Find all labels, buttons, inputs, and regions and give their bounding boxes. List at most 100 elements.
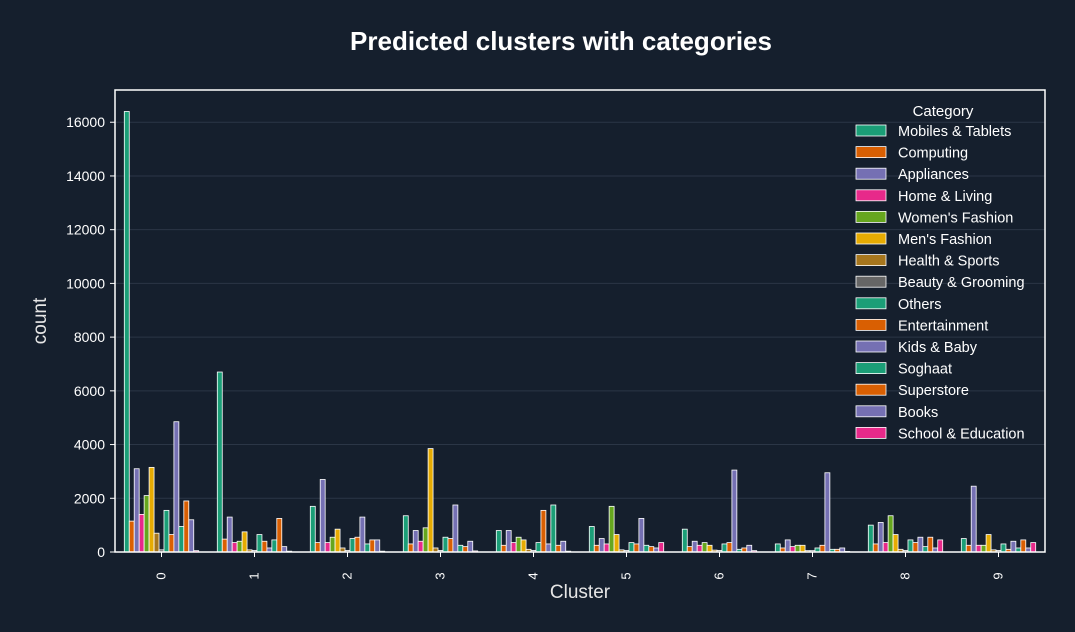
legend-swatch	[855, 232, 887, 245]
bar	[412, 530, 419, 553]
bar	[123, 111, 130, 553]
x-tick-label: 8	[898, 572, 913, 579]
plot-frame	[114, 89, 1046, 553]
bar	[369, 539, 376, 553]
bar	[789, 546, 796, 553]
x-tick-label: 4	[526, 572, 541, 579]
bar	[1020, 539, 1027, 553]
bar	[520, 539, 527, 553]
bar	[643, 544, 650, 553]
legend-entry: Health & Sports	[898, 254, 1000, 270]
bar	[417, 540, 424, 553]
bar	[148, 466, 155, 553]
legend-entry: Entertainment	[898, 318, 988, 334]
legend-entry: Books	[898, 405, 938, 421]
legend-swatch	[855, 297, 887, 310]
bar	[535, 542, 542, 553]
bar	[188, 519, 195, 553]
y-tick-label: 10000	[66, 275, 105, 291]
bar	[276, 518, 283, 553]
bar	[359, 516, 366, 553]
bar	[231, 542, 238, 553]
bar	[912, 542, 919, 553]
bar	[314, 542, 321, 553]
bar	[965, 544, 972, 553]
bar	[555, 544, 562, 553]
bar	[510, 542, 517, 553]
bar	[731, 469, 738, 553]
y-tick-label: 14000	[66, 168, 105, 184]
bar	[887, 515, 894, 553]
x-tick-label: 7	[805, 572, 820, 579]
bar	[638, 518, 645, 553]
bar	[540, 509, 547, 553]
legend-swatch	[855, 362, 887, 375]
bar	[133, 468, 140, 553]
y-tick-label: 8000	[74, 329, 105, 345]
bar	[608, 505, 615, 553]
bar	[970, 485, 977, 553]
bar	[985, 534, 992, 553]
bar	[588, 526, 595, 553]
bar	[545, 543, 552, 553]
bar	[892, 534, 899, 553]
legend-swatch	[855, 340, 887, 353]
bar	[402, 515, 409, 553]
bar	[613, 534, 620, 553]
bar	[658, 542, 665, 553]
bar	[427, 448, 434, 553]
bar	[452, 504, 459, 553]
bar	[882, 542, 889, 553]
bar	[349, 538, 356, 553]
bar	[422, 527, 429, 553]
bar	[706, 544, 713, 553]
bar	[334, 528, 341, 553]
bar	[153, 532, 160, 553]
legend-entry: Soghaat	[898, 362, 952, 378]
bar	[241, 531, 248, 553]
bar	[917, 536, 924, 553]
bar	[628, 542, 635, 553]
legend-swatch	[855, 318, 887, 331]
legend-title: Category	[913, 103, 974, 120]
bar	[819, 544, 826, 553]
bar	[256, 534, 263, 553]
legend-swatch	[855, 189, 887, 202]
bar	[281, 546, 288, 553]
bar	[216, 371, 223, 553]
bar	[226, 516, 233, 553]
bar	[701, 542, 708, 553]
y-tick-label: 2000	[74, 490, 105, 506]
bar	[447, 538, 454, 553]
bar	[560, 540, 567, 553]
y-tick-label: 12000	[66, 222, 105, 238]
y-axis-label: count	[30, 297, 51, 344]
y-tick-label: 16000	[66, 114, 105, 130]
bar	[686, 546, 693, 553]
y-tick-label: 0	[97, 544, 105, 560]
legend-swatch	[855, 426, 887, 439]
bar	[462, 546, 469, 553]
bar	[867, 524, 874, 553]
y-tick-label: 6000	[74, 383, 105, 399]
legend-swatch	[855, 383, 887, 396]
bar	[354, 536, 361, 553]
legend-entry: Men's Fashion	[898, 232, 992, 248]
bar	[872, 543, 879, 553]
legend-entry: Home & Living	[898, 189, 992, 205]
bar	[374, 539, 381, 553]
bar	[681, 528, 688, 553]
bar	[922, 546, 929, 553]
bar	[407, 543, 414, 553]
bar	[784, 539, 791, 553]
bar	[495, 530, 502, 553]
bar	[178, 526, 185, 553]
bar	[696, 544, 703, 553]
chart-title: Predicted clusters with categories	[350, 26, 772, 56]
bar	[794, 544, 801, 553]
legend-entry: Appliances	[898, 167, 969, 183]
bar	[550, 504, 557, 553]
bar	[937, 539, 944, 553]
